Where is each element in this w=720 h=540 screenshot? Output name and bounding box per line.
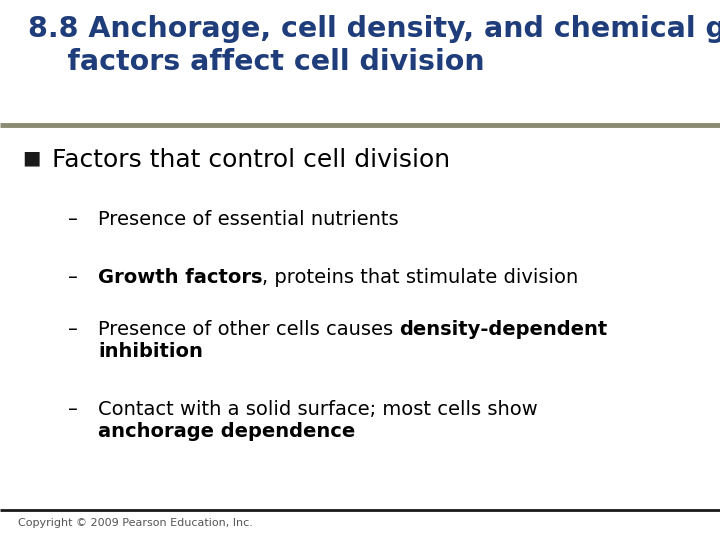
Text: Copyright © 2009 Pearson Education, Inc.: Copyright © 2009 Pearson Education, Inc.	[18, 518, 253, 528]
Text: 8.8 Anchorage, cell density, and chemical growth
    factors affect cell divisio: 8.8 Anchorage, cell density, and chemica…	[28, 15, 720, 77]
Text: Presence of other cells causes: Presence of other cells causes	[98, 320, 400, 339]
Text: density-dependent: density-dependent	[400, 320, 608, 339]
Text: –: –	[68, 268, 78, 287]
Text: –: –	[68, 320, 78, 339]
Text: inhibition: inhibition	[98, 342, 203, 361]
Text: Presence of essential nutrients: Presence of essential nutrients	[98, 210, 399, 229]
Text: Factors that control cell division: Factors that control cell division	[52, 148, 450, 172]
Text: –: –	[68, 210, 78, 229]
Text: Growth factors: Growth factors	[98, 268, 263, 287]
Text: Contact with a solid surface; most cells show: Contact with a solid surface; most cells…	[98, 400, 538, 419]
Text: ■: ■	[22, 148, 40, 167]
Text: anchorage dependence: anchorage dependence	[98, 422, 355, 441]
Text: –: –	[68, 400, 78, 419]
Text: , proteins that stimulate division: , proteins that stimulate division	[263, 268, 579, 287]
